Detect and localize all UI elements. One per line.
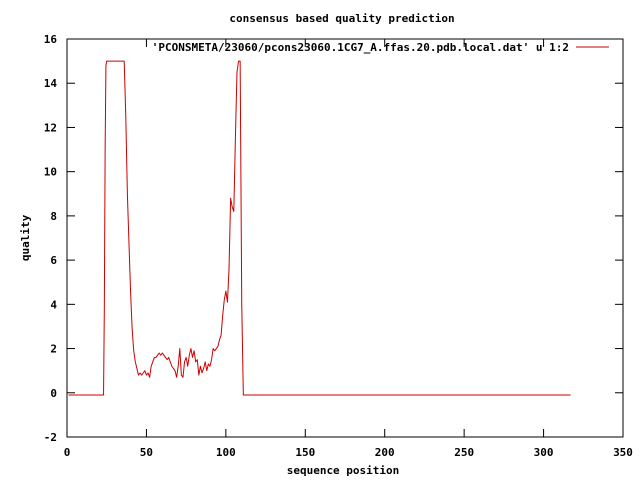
y-axis-label: quality — [19, 214, 32, 261]
x-axis-label: sequence position — [287, 464, 400, 477]
legend: 'PCONSMETA/23060/pcons23060.1CG7_A.ffas.… — [152, 41, 609, 54]
x-axis: 0 50 100 150 200 250 300 350 — [64, 39, 633, 459]
y-tick-label: 12 — [44, 121, 57, 134]
legend-label-series-1: 'PCONSMETA/23060/pcons23060.1CG7_A.ffas.… — [152, 41, 569, 54]
y-tick-label: 8 — [50, 210, 57, 223]
y-tick-label: 4 — [50, 298, 57, 311]
x-tick-label: 300 — [534, 446, 554, 459]
y-tick-label: 16 — [44, 33, 58, 46]
series-layer — [68, 60, 571, 396]
y-tick-label: 10 — [44, 166, 57, 179]
y-tick-label: 14 — [44, 77, 58, 90]
x-tick-label: 0 — [64, 446, 71, 459]
x-tick-label: 200 — [375, 446, 395, 459]
y-tick-label: -2 — [44, 431, 57, 444]
y-tick-label: 6 — [50, 254, 57, 267]
y-tick-label: 0 — [50, 387, 57, 400]
x-tick-label: 250 — [454, 446, 474, 459]
chart-title: consensus based quality prediction — [229, 12, 454, 25]
plot-area-frame — [66, 38, 624, 438]
x-tick-label: 100 — [216, 446, 236, 459]
x-tick-label: 50 — [140, 446, 153, 459]
x-tick-label: 150 — [295, 446, 315, 459]
series-line-1 — [68, 60, 571, 396]
y-tick-label: 2 — [50, 343, 57, 356]
x-tick-label: 350 — [613, 446, 633, 459]
y-axis: -2 0 2 4 6 8 10 12 14 16 — [44, 33, 623, 444]
